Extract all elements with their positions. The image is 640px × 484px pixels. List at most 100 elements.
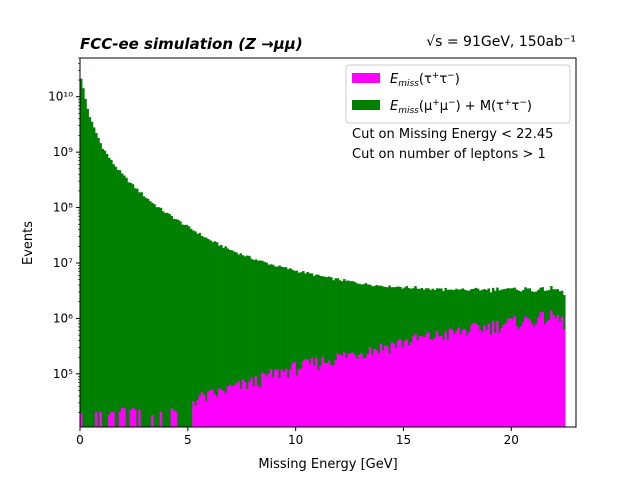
green-bin-bar — [140, 192, 143, 427]
magenta-bin-bar — [172, 410, 176, 427]
magenta-bin-bar — [118, 411, 122, 427]
green-bin-bar — [243, 256, 247, 427]
green-bin-bar — [237, 254, 240, 427]
magenta-bin-bar — [416, 340, 419, 427]
y-tick-label: 10⁹ — [53, 145, 73, 159]
magenta-bin-bar — [422, 337, 426, 427]
green-bin-bar — [142, 196, 145, 427]
magenta-bin-bar — [541, 312, 544, 427]
y-tick-label: 10⁵ — [53, 367, 73, 381]
magenta-bin-bar — [379, 343, 383, 427]
magenta-bin-bar — [539, 312, 542, 427]
magenta-bin-bar — [519, 326, 523, 427]
green-bin-bar — [95, 133, 98, 427]
green-bin-bar — [295, 270, 299, 427]
green-bin-bar — [116, 169, 120, 427]
magenta-bin-bar — [455, 331, 458, 427]
magenta-bin-bar — [299, 368, 303, 427]
magenta-bin-bar — [517, 328, 521, 427]
magenta-bin-bar — [543, 324, 547, 427]
green-bin-bar — [99, 143, 102, 427]
green-bin-bar — [228, 249, 232, 427]
magenta-bin-bar — [282, 371, 286, 427]
green-bin-bar — [118, 170, 122, 427]
magenta-bin-bar — [224, 393, 227, 427]
magenta-bin-bar — [547, 319, 551, 427]
magenta-bin-bar — [431, 339, 434, 427]
magenta-bin-bar — [425, 334, 428, 427]
green-bin-bar — [261, 260, 264, 427]
green-bin-bar — [297, 272, 301, 427]
magenta-bin-bar — [515, 326, 519, 427]
green-bin-bar — [172, 219, 176, 427]
green-bin-bar — [131, 184, 135, 427]
magenta-bin-bar — [110, 411, 113, 427]
green-bin-bar — [241, 255, 245, 427]
magenta-bin-bar — [274, 369, 277, 427]
green-bin-bar — [133, 188, 137, 427]
green-bin-bar — [138, 192, 141, 427]
magenta-bin-bar — [267, 373, 271, 427]
magenta-bin-bar — [340, 355, 344, 427]
green-bin-bar — [289, 268, 292, 427]
magenta-bin-bar — [211, 389, 215, 427]
magenta-bin-bar — [230, 386, 234, 427]
green-bin-bar — [211, 242, 215, 427]
green-bin-bar — [151, 202, 154, 427]
magenta-bin-bar — [563, 329, 566, 427]
magenta-bin-bar — [284, 368, 288, 427]
magenta-bin-bar — [409, 342, 413, 427]
magenta-bin-bar — [435, 330, 439, 427]
magenta-bin-bar — [485, 329, 488, 427]
chart-title-left: FCC-ee simulation (Z →μμ) — [80, 35, 303, 53]
green-bin-bar — [302, 271, 305, 427]
magenta-bin-bar — [371, 354, 374, 427]
magenta-bin-bar — [131, 407, 135, 427]
green-bin-bar — [155, 207, 158, 427]
magenta-bin-bar — [95, 411, 98, 427]
magenta-bin-bar — [315, 357, 318, 427]
x-tick-label: 0 — [76, 433, 84, 447]
magenta-bin-bar — [420, 335, 424, 427]
magenta-bin-bar — [429, 338, 432, 427]
green-bin-bar — [125, 177, 128, 427]
green-bin-bar — [239, 253, 243, 427]
magenta-bin-bar — [384, 345, 387, 427]
magenta-bin-bar — [427, 331, 430, 427]
magenta-bin-bar — [381, 350, 385, 427]
green-bin-bar — [129, 182, 133, 427]
magenta-bin-bar — [133, 409, 137, 427]
magenta-bin-bar — [170, 408, 174, 427]
magenta-bin-bar — [338, 354, 342, 427]
magenta-bin-bar — [502, 324, 506, 427]
magenta-bin-bar — [362, 358, 365, 427]
magenta-bin-bar — [200, 392, 204, 427]
green-bin-bar — [364, 283, 368, 427]
green-bin-bar — [187, 226, 191, 427]
green-bin-bar — [226, 248, 230, 427]
magenta-bin-bar — [360, 353, 363, 427]
magenta-bin-bar — [483, 325, 486, 427]
green-bin-bar — [310, 273, 314, 427]
green-bin-bar — [265, 262, 268, 427]
magenta-bin-bar — [375, 350, 378, 427]
magenta-bin-bar — [496, 320, 499, 427]
magenta-bin-bar — [112, 412, 115, 427]
magenta-bin-bar — [453, 334, 456, 427]
magenta-bin-bar — [209, 390, 212, 427]
green-bin-bar — [332, 280, 335, 427]
green-bin-bar — [127, 182, 130, 427]
green-bin-bar — [144, 197, 148, 427]
magenta-bin-bar — [394, 347, 398, 427]
green-bin-bar — [345, 280, 348, 427]
magenta-bin-bar — [552, 314, 555, 427]
magenta-bin-bar — [192, 400, 195, 427]
green-bin-bar — [174, 219, 178, 427]
magenta-bin-bar — [243, 382, 247, 427]
magenta-bin-bar — [252, 386, 255, 427]
magenta-bin-bar — [99, 411, 102, 427]
magenta-bin-bar — [550, 310, 553, 427]
magenta-bin-bar — [205, 401, 208, 427]
magenta-bin-bar — [271, 376, 275, 427]
magenta-bin-bar — [368, 347, 372, 427]
